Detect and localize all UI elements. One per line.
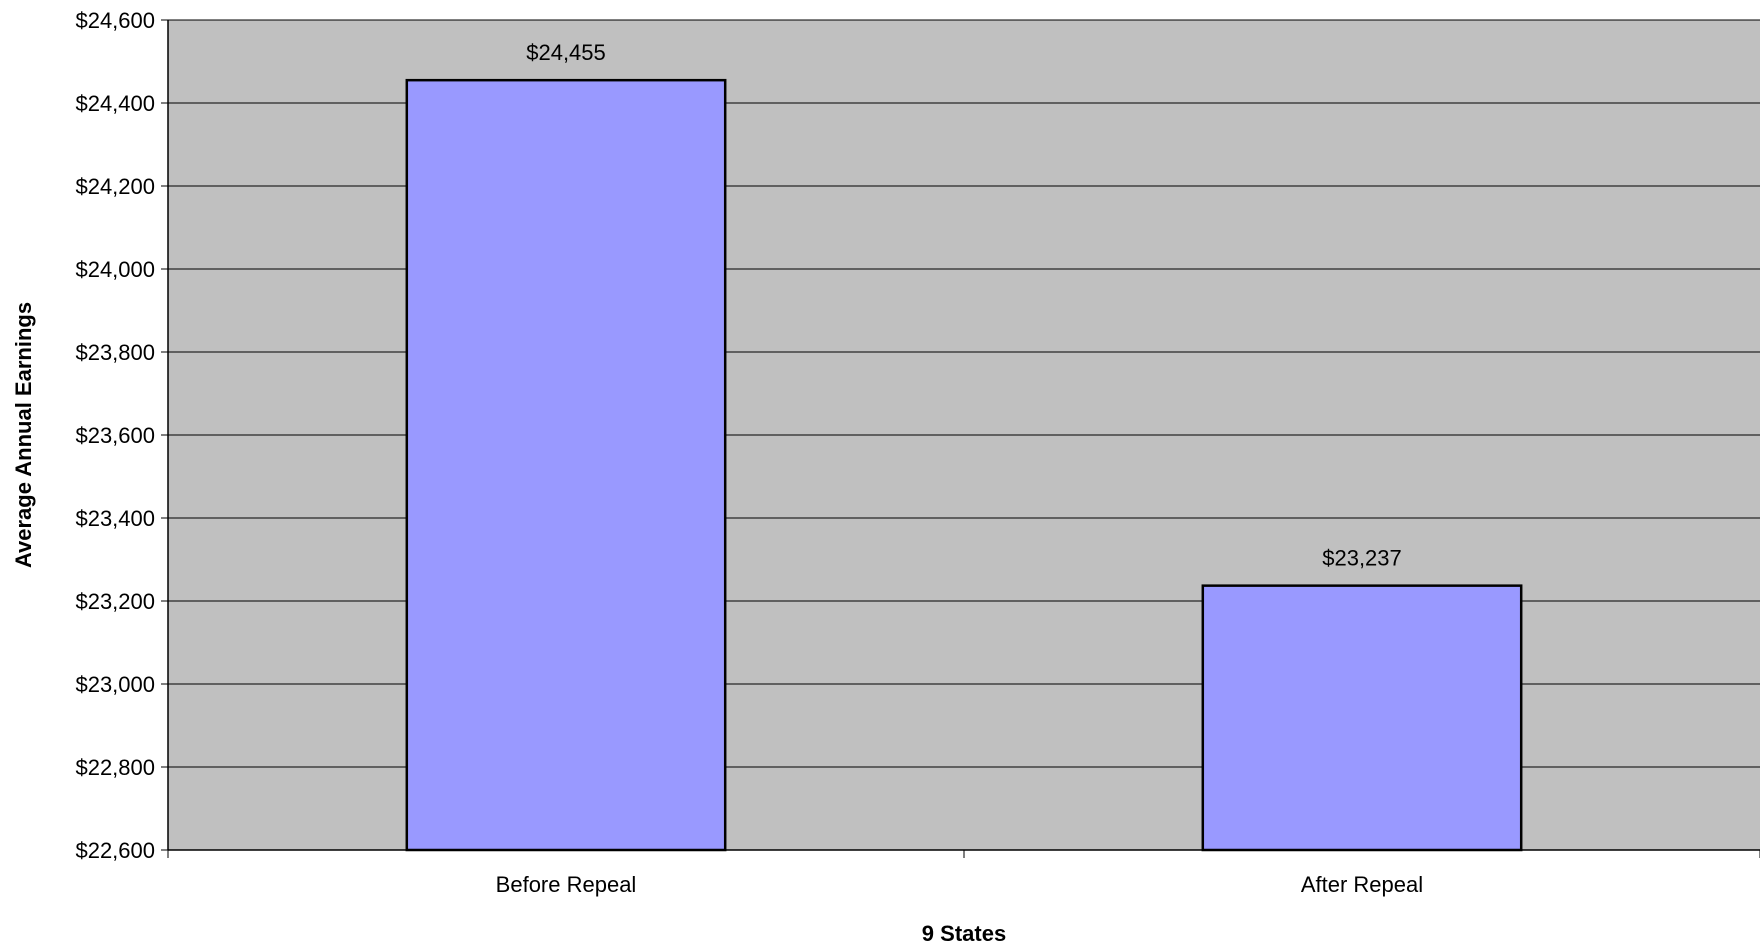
y-tick-label: $23,200 — [75, 589, 155, 614]
bar — [405, 78, 727, 852]
x-category-label: Before Repeal — [496, 872, 637, 897]
y-axis-tick-labels: $22,600 $22,800 $23,000 $23,200 $23,400 $23,6… — [75, 8, 155, 863]
x-axis-title: 9 States — [922, 921, 1006, 946]
y-tick-label: $24,600 — [75, 8, 155, 33]
y-axis-title: Average Annual Earnings — [11, 302, 36, 568]
y-tick-label: $23,000 — [75, 672, 155, 697]
y-tick-label: $24,400 — [75, 91, 155, 116]
y-tick-label: $24,000 — [75, 257, 155, 282]
y-tick-label: $23,600 — [75, 423, 155, 448]
y-tick-label: $22,600 — [75, 838, 155, 863]
data-label: $24,455 — [526, 40, 606, 65]
y-tick-label: $24,200 — [75, 174, 155, 199]
data-label: $23,237 — [1322, 546, 1402, 571]
y-tick-label: $22,800 — [75, 755, 155, 780]
x-category-label: After Repeal — [1301, 872, 1423, 897]
y-tick-label: $23,400 — [75, 506, 155, 531]
axes-group — [161, 19, 1760, 858]
x-axis-category-labels: Before Repeal After Repeal — [496, 872, 1423, 897]
bar — [1201, 584, 1523, 852]
y-tick-label: $23,800 — [75, 340, 155, 365]
bars-group — [405, 78, 1523, 852]
data-labels-group: $24,455 $23,237 — [526, 40, 1402, 570]
